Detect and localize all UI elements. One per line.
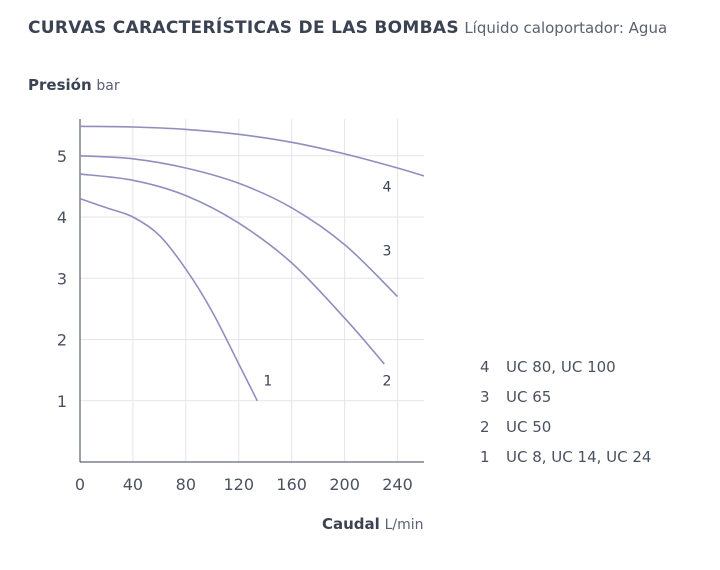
legend-number: 3 [480, 388, 490, 406]
series-curve-label: 1 [263, 374, 272, 390]
x-tick-label: 80 [176, 475, 196, 494]
axes [79, 119, 424, 463]
x-axis-quantity: Caudal [322, 515, 380, 533]
x-axis-unit: L/min [384, 517, 424, 533]
legend: 4 UC 80, UC 100 3 UC 65 2 UC 50 1 UC 8, UC 1… [480, 357, 651, 477]
chart-subtitle: Líquido caloportador: Agua [464, 19, 668, 37]
y-axis-label: Presión bar [28, 76, 120, 94]
legend-item: 4 UC 80, UC 100 [480, 357, 651, 387]
x-tick-label: 120 [223, 475, 254, 494]
legend-number: 1 [480, 448, 490, 466]
series-curve-labels: 1 2 3 4 [263, 179, 391, 389]
chart-title: CURVAS CARACTERÍSTICAS DE LAS BOMBAS Líq… [28, 18, 667, 38]
legend-label: UC 50 [506, 418, 552, 436]
y-tick-label: 4 [57, 208, 67, 227]
series-curve-label: 3 [382, 244, 391, 260]
legend-item: 1 UC 8, UC 14, UC 24 [480, 447, 651, 477]
y-axis-unit: bar [96, 78, 120, 94]
series-curve-4 [79, 125, 425, 177]
series-curves [79, 125, 425, 402]
series-curve-1 [79, 197, 259, 402]
grid-lines [80, 119, 424, 462]
y-tick-label: 3 [57, 269, 67, 288]
x-tick-label: 0 [75, 475, 85, 494]
series-curve-3 [79, 155, 399, 298]
x-tick-labels: 0 40 80 120 160 200 240 [75, 475, 413, 494]
legend-number: 4 [480, 358, 490, 376]
x-tick-label: 200 [329, 475, 360, 494]
legend-label: UC 65 [506, 388, 552, 406]
x-axis-label: Caudal L/min [322, 515, 424, 533]
legend-number: 2 [480, 418, 490, 436]
series-curve-label: 4 [382, 179, 391, 195]
x-tick-label: 240 [382, 475, 413, 494]
y-tick-label: 5 [57, 147, 67, 166]
chart-title-main: CURVAS CARACTERÍSTICAS DE LAS BOMBAS [28, 18, 459, 38]
series-curve-label: 2 [382, 374, 391, 390]
legend-label: UC 8, UC 14, UC 24 [506, 448, 652, 466]
y-tick-label: 1 [57, 392, 67, 411]
x-tick-label: 40 [123, 475, 143, 494]
series-curve-2 [79, 173, 385, 365]
y-tick-label: 2 [57, 331, 67, 350]
y-axis-quantity: Presión [28, 76, 92, 94]
legend-item: 3 UC 65 [480, 387, 651, 417]
x-tick-label: 160 [276, 475, 307, 494]
y-tick-labels: 1 2 3 4 5 [57, 147, 67, 411]
legend-label: UC 80, UC 100 [506, 358, 616, 376]
legend-item: 2 UC 50 [480, 417, 651, 447]
